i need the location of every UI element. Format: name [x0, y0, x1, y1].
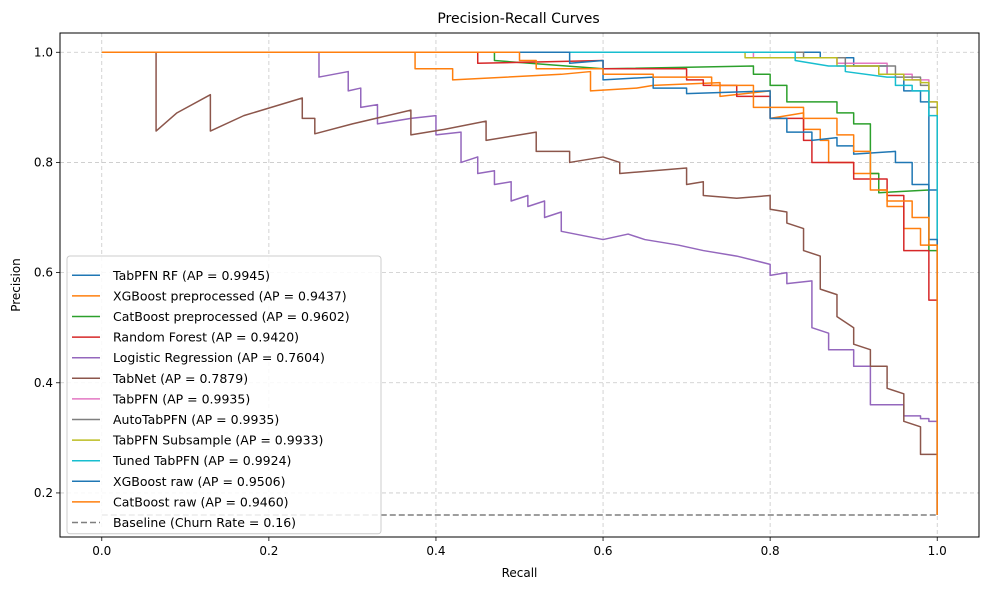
x-axis-ticks: 0.0 0.2 0.4 0.6 0.8 1.0 [92, 537, 947, 558]
y-axis-ticks: 0.2 0.4 0.6 0.8 1.0 [34, 45, 60, 500]
y-tick-label: 0.8 [34, 155, 53, 169]
series-line [101, 51, 938, 515]
y-axis-label: Precision [9, 258, 23, 312]
series-line [101, 51, 938, 515]
legend-entry-label: CatBoost preprocessed (AP = 0.9602) [113, 309, 350, 324]
y-tick-label: 1.0 [34, 45, 53, 59]
legend-box [66, 255, 382, 535]
legend-entry-label: Random Forest (AP = 0.9420) [113, 330, 299, 345]
x-tick-label: 1.0 [928, 544, 947, 558]
legend: TabPFN RF (AP = 0.9945) XGBoost preproces… [66, 255, 382, 535]
legend-entry-label: TabPFN (AP = 0.9935) [112, 391, 250, 406]
legend-entry-label: XGBoost raw (AP = 0.9506) [113, 474, 286, 489]
x-axis-label: Recall [502, 566, 538, 580]
series-line [101, 51, 938, 515]
legend-entry-label: CatBoost raw (AP = 0.9460) [113, 494, 289, 509]
x-tick-label: 0.0 [92, 544, 111, 558]
plot-frame [59, 32, 980, 538]
series-line [101, 51, 938, 515]
legend-entry-label: AutoTabPFN (AP = 0.9935) [113, 412, 279, 427]
legend-entry-label: TabPFN RF (AP = 0.9945) [112, 268, 270, 283]
chart-title: Precision-Recall Curves [437, 11, 599, 27]
legend-entry-label: Tuned TabPFN (AP = 0.9924) [112, 453, 291, 468]
series-line [101, 51, 938, 515]
legend-entry-label: Logistic Regression (AP = 0.7604) [113, 350, 325, 365]
y-tick-label: 0.4 [34, 376, 53, 390]
x-tick-label: 0.4 [426, 544, 445, 558]
series-line [101, 51, 938, 515]
x-tick-label: 0.6 [593, 544, 612, 558]
legend-entry-label: XGBoost preprocessed (AP = 0.9437) [113, 288, 347, 303]
y-tick-label: 0.2 [34, 486, 53, 500]
legend-entry-label: TabPFN Subsample (AP = 0.9933) [112, 433, 323, 448]
series-line [101, 51, 938, 515]
x-tick-label: 0.2 [259, 544, 278, 558]
legend-entry-label: Baseline (Churn Rate = 0.16) [113, 515, 296, 530]
x-tick-label: 0.8 [761, 544, 780, 558]
y-tick-label: 0.6 [34, 266, 53, 280]
legend-entry-label: TabNet (AP = 0.7879) [112, 371, 248, 386]
